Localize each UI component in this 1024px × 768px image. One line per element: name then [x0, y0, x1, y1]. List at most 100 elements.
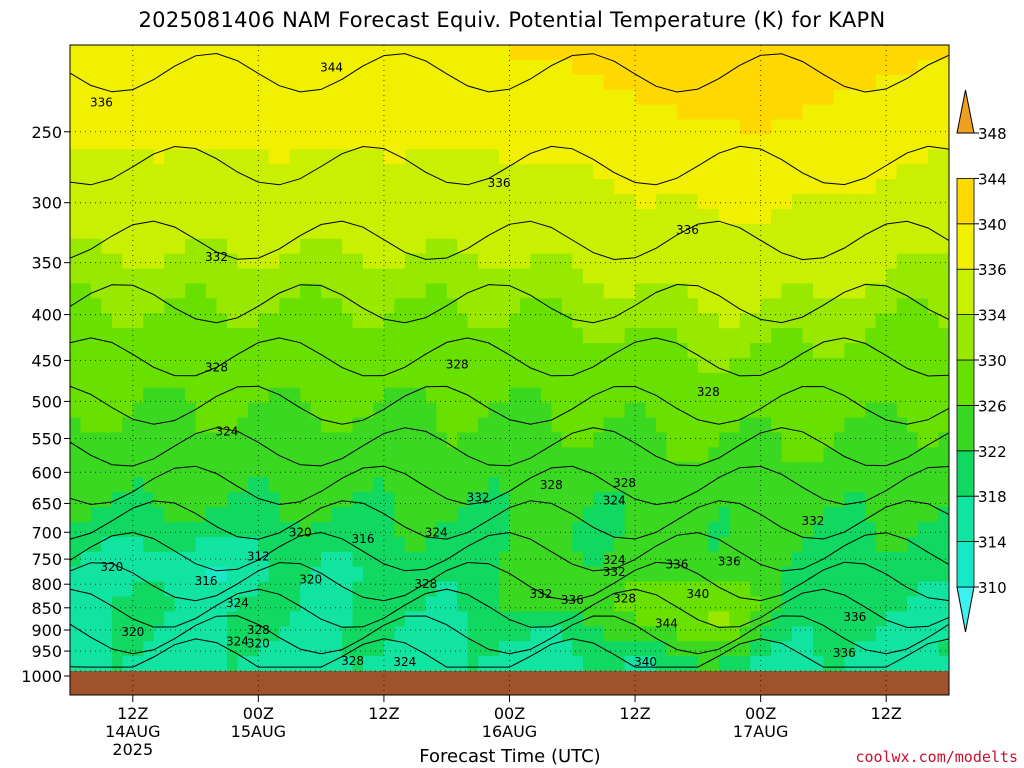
field-cell	[122, 119, 134, 135]
field-cell	[446, 402, 458, 419]
field-cell	[101, 179, 113, 195]
field-cell	[195, 74, 207, 91]
field-cell	[917, 611, 929, 627]
field-cell	[310, 507, 322, 523]
field-cell	[886, 283, 898, 299]
field-cell	[478, 477, 490, 493]
field-cell	[436, 641, 448, 657]
field-cell	[917, 134, 929, 150]
field-cell	[499, 45, 511, 61]
field-cell	[195, 328, 207, 344]
field-cell	[258, 134, 270, 150]
field-cell	[928, 522, 940, 538]
field-cell	[551, 164, 563, 180]
field-cell	[185, 358, 197, 374]
field-cell	[237, 402, 249, 419]
field-cell	[561, 104, 573, 121]
field-cell	[729, 59, 741, 76]
field-cell	[289, 194, 301, 210]
field-cell	[195, 462, 207, 478]
field-cell	[363, 179, 375, 195]
field-cell	[624, 656, 636, 671]
field-cell	[645, 74, 657, 91]
field-cell	[195, 134, 207, 150]
field-cell	[499, 447, 511, 463]
field-cell	[739, 59, 751, 76]
field-cell	[520, 492, 532, 508]
field-cell	[886, 253, 898, 270]
field-cell	[70, 238, 82, 255]
field-cell	[143, 283, 155, 299]
field-cell	[593, 179, 605, 195]
field-cell	[268, 581, 280, 598]
field-cell	[645, 268, 657, 285]
field-cell	[122, 283, 134, 299]
field-cell	[404, 164, 416, 180]
field-cell	[917, 358, 929, 374]
contour-line	[70, 500, 949, 540]
field-cell	[363, 74, 375, 91]
field-cell	[289, 581, 301, 598]
field-cell	[436, 283, 448, 299]
field-cell	[122, 566, 134, 583]
field-cell	[143, 59, 155, 76]
field-cell	[687, 253, 699, 270]
field-cell	[771, 194, 783, 210]
field-cell	[80, 417, 92, 434]
field-cell	[750, 328, 762, 344]
field-cell	[656, 45, 668, 61]
field-cell	[530, 328, 542, 344]
field-cell	[854, 164, 866, 180]
contour-label: 324	[425, 525, 448, 539]
field-cell	[227, 119, 239, 135]
field-cell	[802, 104, 814, 121]
field-cell	[676, 134, 688, 150]
field-cell	[122, 492, 134, 508]
field-cell	[854, 298, 866, 314]
field-cell	[509, 432, 521, 448]
field-cell	[729, 358, 741, 374]
field-cell	[729, 477, 741, 493]
field-cell	[729, 432, 741, 448]
field-cell	[268, 522, 280, 538]
field-cell	[813, 387, 825, 404]
field-cell	[833, 402, 845, 419]
field-cell	[310, 119, 322, 135]
field-cell	[227, 268, 239, 285]
field-cell	[771, 536, 783, 553]
field-cell	[614, 656, 626, 671]
field-cell	[90, 209, 102, 225]
field-cell	[90, 253, 102, 270]
field-cell	[907, 223, 919, 240]
field-cell	[268, 298, 280, 314]
field-cell	[614, 223, 626, 240]
field-cell	[593, 387, 605, 404]
contour-label: 328	[540, 478, 563, 492]
field-cell	[917, 164, 929, 180]
field-cell	[551, 194, 563, 210]
field-cell	[854, 462, 866, 478]
field-cell	[781, 402, 793, 419]
field-cell	[457, 268, 469, 285]
field-cell	[530, 343, 542, 359]
field-cell	[478, 45, 490, 61]
field-cell	[383, 447, 395, 463]
field-cell	[760, 89, 772, 106]
field-cell	[216, 387, 228, 404]
field-cell	[279, 492, 291, 508]
field-cell	[111, 164, 123, 180]
field-cell	[540, 387, 552, 404]
field-cell	[122, 372, 134, 389]
field-cell	[488, 104, 500, 121]
field-cell	[143, 522, 155, 538]
field-cell	[488, 536, 500, 553]
field-cell	[268, 134, 280, 150]
field-cell	[781, 209, 793, 225]
field-cell	[446, 462, 458, 478]
field-cell	[488, 566, 500, 583]
field-cell	[436, 74, 448, 91]
field-cell	[425, 402, 437, 419]
field-cell	[781, 432, 793, 448]
field-cell	[729, 447, 741, 463]
field-cell	[875, 596, 887, 612]
